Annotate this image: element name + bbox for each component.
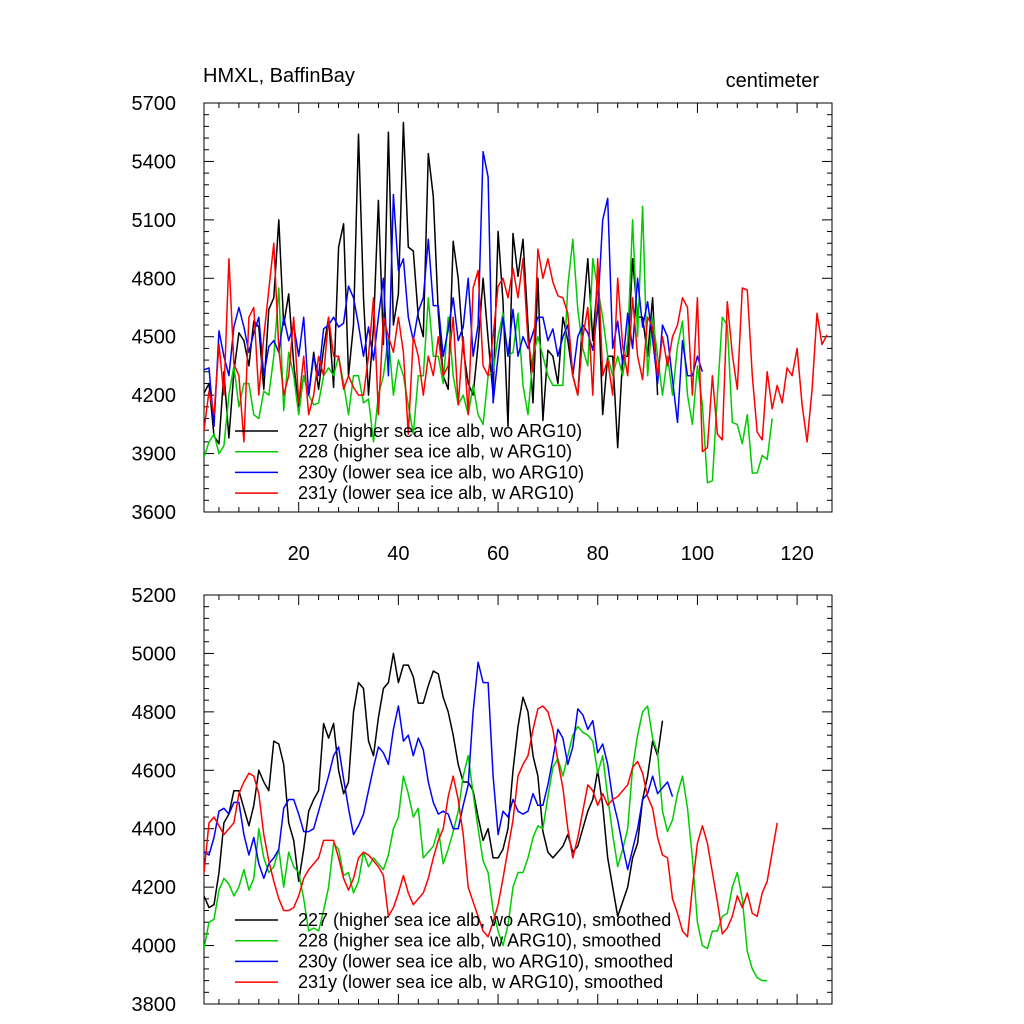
series-line-0 [204,652,664,918]
legend-label: 227 (higher sea ice alb, wo ARG10) [298,421,582,441]
x-tick-label: 100 [681,543,714,565]
y-tick-label: 4800 [132,268,177,290]
legend-label: 228 (higher sea ice alb, w ARG10), smoot… [298,931,661,951]
y-tick-label: 5200 [132,585,177,607]
x-tick-label: 40 [387,543,409,565]
legend-label: 230y (lower sea ice alb, wo ARG10) [298,462,584,482]
y-tick-label: 4200 [132,385,177,407]
y-tick-label: 5400 [132,151,177,173]
series-line-1 [204,705,768,982]
x-tick-label: 80 [587,543,609,565]
y-tick-label: 5100 [132,210,177,232]
legend-label: 228 (higher sea ice alb, w ARG10) [298,442,572,462]
y-tick-label: 4400 [132,819,177,841]
y-tick-label: 5700 [132,93,177,115]
top-panel: HMXL, BaffinBay centimeter 3600 3900 4200 4… [132,65,833,565]
legend-label: 231y (lower sea ice alb, w ARG10), smoot… [298,972,663,992]
y-tick-label: 4200 [132,877,177,899]
x-tick-label: 120 [780,543,813,565]
y-tick-label: 3600 [132,502,177,524]
x-tick-label: 20 [288,543,310,565]
y-tick-label: 4600 [132,760,177,782]
y-tick-label: 4500 [132,327,177,349]
series-line-0 [204,121,659,449]
bottom-panel: 3800 4000 4200 4400 4600 4800 5000 5200 227 (hig… [132,585,833,1016]
legend-label: 227 (higher sea ice alb, wo ARG10), smoo… [298,910,671,930]
chart-title: HMXL, BaffinBay [203,65,355,87]
y-tick-label: 3800 [132,994,177,1016]
series-line-2 [204,150,704,428]
legend-label: 231y (lower sea ice alb, w ARG10) [298,483,574,503]
series-line-2 [204,661,674,880]
series-line-3 [204,705,778,938]
legend-label: 230y (lower sea ice alb, wo ARG10), smoo… [298,951,673,971]
x-tick-label: 60 [487,543,509,565]
series-line-3 [204,242,828,453]
units-label: centimeter [726,70,820,92]
y-tick-label: 4000 [132,936,177,958]
y-tick-label: 4800 [132,702,177,724]
y-tick-label: 3900 [132,444,177,466]
y-tick-label: 5000 [132,643,177,665]
